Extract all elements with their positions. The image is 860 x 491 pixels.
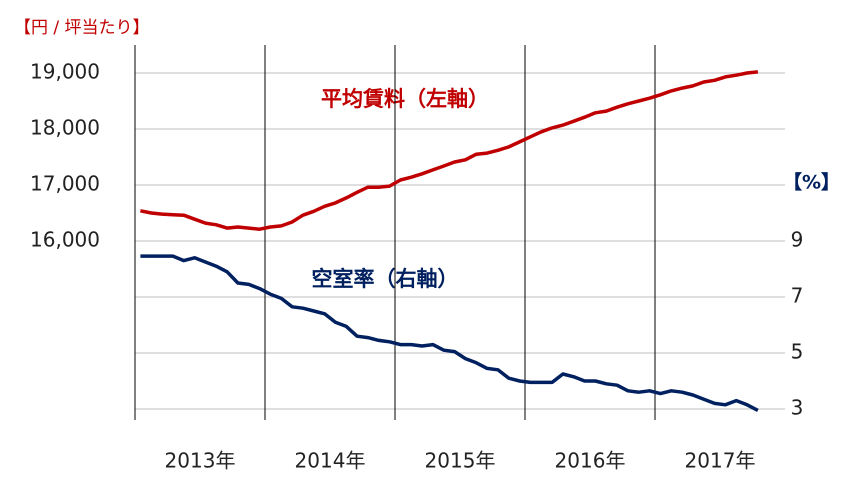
y-axis-label: 【円 / 坪当たり】 xyxy=(14,18,150,38)
series-line xyxy=(140,254,759,412)
y-tick-label: 17,000 xyxy=(30,172,100,196)
y-tick-label: 16,000 xyxy=(30,228,100,252)
x-tick-label: 2014年 xyxy=(295,449,366,473)
y2-axis-label: 【%】 xyxy=(783,171,840,194)
y2-tick-label: 9 xyxy=(791,228,804,252)
x-tick-label: 2015年 xyxy=(425,449,496,473)
y2-tick-label: 7 xyxy=(791,284,804,308)
x-tick-label: 2013年 xyxy=(165,449,236,473)
series-label: 空室率（右軸） xyxy=(312,267,459,291)
y2-tick-label: 3 xyxy=(791,396,804,420)
y-tick-label: 18,000 xyxy=(30,116,100,140)
x-tick-label: 2016年 xyxy=(555,449,626,473)
y2-tick-label: 5 xyxy=(791,340,804,364)
series-label: 平均賃料（左軸） xyxy=(321,87,489,111)
x-tick-label: 2017年 xyxy=(685,449,756,473)
series-line xyxy=(140,70,759,231)
y-tick-label: 19,000 xyxy=(30,60,100,84)
